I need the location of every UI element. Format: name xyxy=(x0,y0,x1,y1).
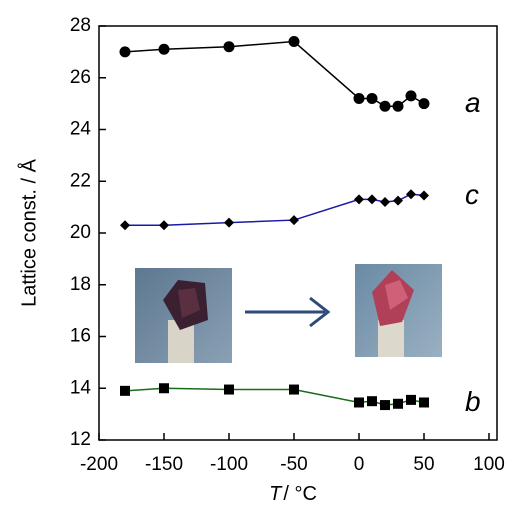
data-point xyxy=(354,194,364,205)
data-point xyxy=(120,385,130,396)
data-point xyxy=(418,98,430,110)
x-axis-unit: / °C xyxy=(283,483,317,505)
data-point xyxy=(288,36,300,48)
x-tick-label: 0 xyxy=(354,454,365,475)
data-point xyxy=(289,215,299,226)
y-tick-label: 28 xyxy=(70,15,91,36)
y-tick-label: 18 xyxy=(70,274,91,295)
data-point xyxy=(224,217,234,228)
y-tick-label: 12 xyxy=(70,429,91,450)
y-axis-label: Lattice const. / Å xyxy=(17,158,40,307)
x-tick-label: 50 xyxy=(413,454,434,475)
x-axis-variable: T xyxy=(269,483,283,505)
series-label: b xyxy=(465,386,481,417)
plot-frame xyxy=(98,25,498,441)
x-tick-label: 100 xyxy=(473,454,505,475)
x-axis-label: T / °C xyxy=(269,483,317,505)
x-tick-label: -50 xyxy=(280,454,307,475)
data-point xyxy=(158,43,170,55)
x-tick-label: -100 xyxy=(210,454,248,475)
y-tick-label: 20 xyxy=(70,222,91,243)
y-tick-label: 14 xyxy=(70,377,92,398)
data-point xyxy=(120,220,130,231)
data-point xyxy=(419,190,429,201)
data-point xyxy=(406,189,416,200)
data-point xyxy=(224,384,234,395)
data-point xyxy=(393,398,403,409)
series-line xyxy=(124,387,425,406)
data-point xyxy=(367,396,377,407)
y-tick-label: 22 xyxy=(70,170,91,191)
series-label: a xyxy=(465,87,481,118)
y-tick-label: 26 xyxy=(70,67,91,88)
y-tick-label: 16 xyxy=(70,326,91,347)
data-point xyxy=(159,220,169,231)
data-point xyxy=(119,46,131,58)
data-point xyxy=(380,196,390,207)
series-line xyxy=(124,40,425,107)
data-point xyxy=(380,400,390,411)
x-tick-label: -200 xyxy=(80,454,118,475)
photo-before xyxy=(135,268,232,363)
data-point xyxy=(353,92,365,104)
data-point xyxy=(393,195,403,206)
series-label: c xyxy=(465,179,479,210)
series-line xyxy=(125,193,425,226)
data-point xyxy=(392,100,404,112)
data-point xyxy=(406,394,416,405)
data-point xyxy=(367,194,377,205)
data-point xyxy=(223,41,235,53)
photo-after xyxy=(355,264,442,357)
data-point xyxy=(379,100,391,112)
data-point xyxy=(366,92,378,104)
data-point xyxy=(405,90,417,102)
y-tick-label: 24 xyxy=(70,119,92,140)
arrow xyxy=(245,296,331,328)
data-point xyxy=(354,397,364,408)
data-point xyxy=(419,397,429,408)
x-tick-label: -150 xyxy=(145,454,183,475)
data-point xyxy=(159,383,169,394)
data-point xyxy=(289,384,299,395)
